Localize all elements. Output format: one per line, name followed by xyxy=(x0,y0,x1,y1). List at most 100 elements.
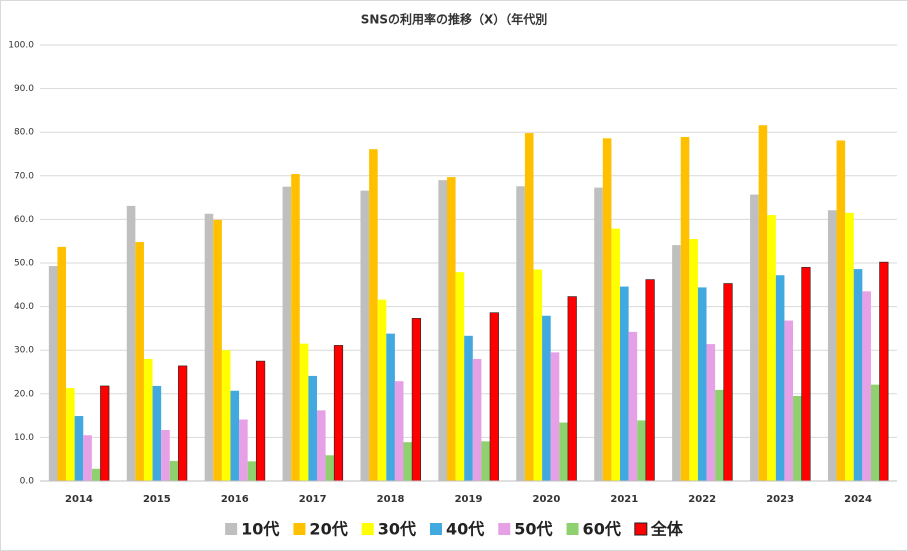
bar xyxy=(801,267,811,482)
bar xyxy=(394,381,404,481)
y-tick-label: 0.0 xyxy=(20,477,35,487)
legend-item: 20代 xyxy=(293,520,348,539)
y-tick-label: 100.0 xyxy=(8,41,34,51)
x-tick-label: 2014 xyxy=(65,494,93,505)
legend-label: 10代 xyxy=(241,520,279,539)
bar xyxy=(611,228,621,481)
bar xyxy=(845,212,854,482)
legend-label: 60代 xyxy=(583,520,621,539)
bar xyxy=(230,390,240,481)
legend-label: 全体 xyxy=(650,520,684,539)
bar xyxy=(369,149,378,482)
bar xyxy=(620,286,629,481)
bar xyxy=(862,291,871,481)
legend-item: 30代 xyxy=(361,520,416,539)
x-tick-label: 2019 xyxy=(455,494,483,505)
bar xyxy=(594,187,603,481)
bar xyxy=(66,388,75,481)
x-tick-label: 2017 xyxy=(299,494,327,505)
bar xyxy=(672,245,681,481)
bar xyxy=(481,441,490,481)
bar xyxy=(559,422,568,481)
bar xyxy=(637,420,646,481)
bar xyxy=(325,455,335,481)
y-tick-label: 80.0 xyxy=(14,128,34,138)
legend-item: 50代 xyxy=(498,520,553,539)
bar xyxy=(775,275,785,481)
legend-swatch xyxy=(634,522,648,536)
bar xyxy=(715,389,724,481)
bar xyxy=(550,352,560,481)
legend-item: 10代 xyxy=(225,520,279,539)
bar xyxy=(489,312,499,482)
legend: 10代 20代 30代 40代 50代 60代 全体 xyxy=(225,520,684,539)
bar xyxy=(299,343,309,481)
bar xyxy=(645,279,655,482)
bar xyxy=(758,125,768,481)
x-tick-label: 2015 xyxy=(143,494,171,505)
bar xyxy=(255,360,266,482)
bar xyxy=(161,429,170,481)
bar xyxy=(438,180,447,481)
bar xyxy=(91,468,101,481)
legend-item: 全体 xyxy=(634,520,684,539)
bar xyxy=(524,133,534,481)
y-tick-label: 70.0 xyxy=(14,171,34,181)
y-tick-label: 60.0 xyxy=(14,215,34,225)
bar xyxy=(472,358,482,481)
bar xyxy=(213,219,222,481)
bar xyxy=(239,419,248,481)
bar xyxy=(83,435,92,481)
bar xyxy=(542,315,551,481)
bar xyxy=(135,242,144,481)
x-tick-label: 2018 xyxy=(377,494,405,505)
bar xyxy=(723,283,733,482)
bar xyxy=(628,331,638,481)
bar xyxy=(533,269,543,481)
bar xyxy=(836,140,846,481)
bar xyxy=(100,385,110,482)
bar xyxy=(827,210,837,481)
legend-swatch xyxy=(293,523,306,535)
bar xyxy=(57,246,67,481)
bar xyxy=(178,365,188,482)
bar xyxy=(767,215,776,482)
bar xyxy=(750,194,759,481)
bar xyxy=(567,296,577,482)
bar xyxy=(464,335,473,481)
bar xyxy=(377,299,387,481)
bar xyxy=(386,333,395,481)
bar xyxy=(793,395,802,481)
bar xyxy=(411,318,421,482)
y-tick-label: 30.0 xyxy=(14,346,34,356)
bar xyxy=(870,384,880,481)
legend-label: 20代 xyxy=(309,520,347,539)
bar xyxy=(602,138,612,481)
bar xyxy=(879,261,889,482)
bar xyxy=(680,136,690,481)
bar xyxy=(706,344,716,481)
bar xyxy=(403,442,413,481)
legend-label: 30代 xyxy=(378,520,416,539)
bar xyxy=(516,186,525,481)
bar xyxy=(74,416,84,481)
legend-item: 60代 xyxy=(566,520,621,539)
y-tick-label: 20.0 xyxy=(14,389,34,399)
x-tick-label: 2020 xyxy=(532,494,560,505)
bar xyxy=(447,177,456,481)
bar xyxy=(204,213,214,481)
legend-swatch xyxy=(361,523,374,535)
bar xyxy=(126,205,136,481)
x-tick-label: 2022 xyxy=(688,494,716,505)
bar xyxy=(291,174,300,481)
legend-label: 50代 xyxy=(514,520,552,539)
chart-title: SNSの利用率の推移（X）（年代別 xyxy=(361,12,548,27)
x-tick-label: 2021 xyxy=(610,494,638,505)
bar xyxy=(333,345,344,482)
y-tick-label: 90.0 xyxy=(14,84,34,94)
bar xyxy=(308,375,317,481)
bar xyxy=(169,460,179,481)
bar xyxy=(689,239,698,481)
bar xyxy=(143,358,153,481)
